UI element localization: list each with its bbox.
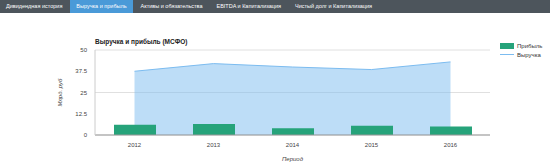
svg-text:12.5: 12.5 <box>75 111 87 117</box>
svg-text:Период: Период <box>282 156 304 162</box>
svg-text:2015: 2015 <box>365 142 379 148</box>
svg-text:0: 0 <box>84 132 88 138</box>
html-text:Активы и обязательства: Активы и обязательства <box>140 3 203 9</box>
html-text:Выручка: Выручка <box>517 51 541 58</box>
svg-text:2014: 2014 <box>286 142 300 148</box>
html-text:Чистый долг и Капитализация: Чистый долг и Капитализация <box>295 3 372 9</box>
svg-text:2013: 2013 <box>207 142 221 148</box>
svg-text:Млрд. руб: Млрд. руб <box>57 78 63 107</box>
html-text:Выручка и прибыль (МСФО): Выручка и прибыль (МСФО) <box>95 38 188 45</box>
html-text:Прибыль: Прибыль <box>517 42 543 49</box>
html-text:Дивидендная история: Дивидендная история <box>6 3 63 9</box>
svg-text:37.5: 37.5 <box>75 68 87 74</box>
svg-text:25: 25 <box>80 90 87 96</box>
svg-text:2016: 2016 <box>444 142 458 148</box>
html-text:EBITDA и Капитализация: EBITDA и Капитализация <box>216 3 282 9</box>
html-text:Выручка и прибыль: Выручка и прибыль <box>76 3 127 9</box>
svg-text:2012: 2012 <box>128 142 142 148</box>
svg-text:50: 50 <box>80 47 87 53</box>
